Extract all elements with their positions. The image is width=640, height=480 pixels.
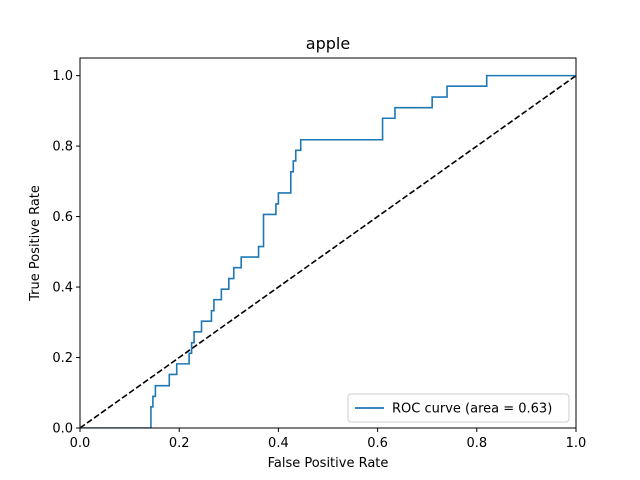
y-tick-label: 0.2: [52, 351, 73, 366]
series-layer: [80, 74, 576, 428]
plot-frame: [79, 57, 577, 429]
plot-area: [80, 74, 576, 428]
y-axis-ticks: 0.0 0.2 0.4 0.6 0.8 1.0: [52, 69, 80, 437]
chart-title: apple: [306, 34, 350, 53]
x-tick-label: 0.6: [367, 436, 388, 451]
legend: ROC curve (area = 0.63): [347, 393, 570, 423]
chance-line: [80, 74, 576, 428]
y-tick-label: 0.8: [52, 140, 73, 155]
y-tick-label: 0.4: [52, 281, 73, 296]
y-tick-label: 1.0: [52, 69, 73, 84]
roc-curve-line: [80, 74, 576, 428]
x-tick-label: 1.0: [566, 436, 587, 451]
y-tick-label: 0.0: [52, 422, 73, 437]
x-axis-ticks: 0.0 0.2 0.4 0.6 0.8 1.0: [70, 428, 587, 451]
x-axis-label: False Positive Rate: [268, 456, 389, 471]
x-tick-label: 0.0: [70, 436, 91, 451]
y-axis-label: True Positive Rate: [28, 185, 43, 302]
x-tick-label: 0.8: [466, 436, 487, 451]
y-tick-label: 0.6: [52, 210, 73, 225]
legend-box: [347, 393, 570, 423]
x-tick-label: 0.2: [169, 436, 190, 451]
legend-label-roc: ROC curve (area = 0.63): [392, 402, 552, 417]
x-tick-label: 0.4: [268, 436, 289, 451]
